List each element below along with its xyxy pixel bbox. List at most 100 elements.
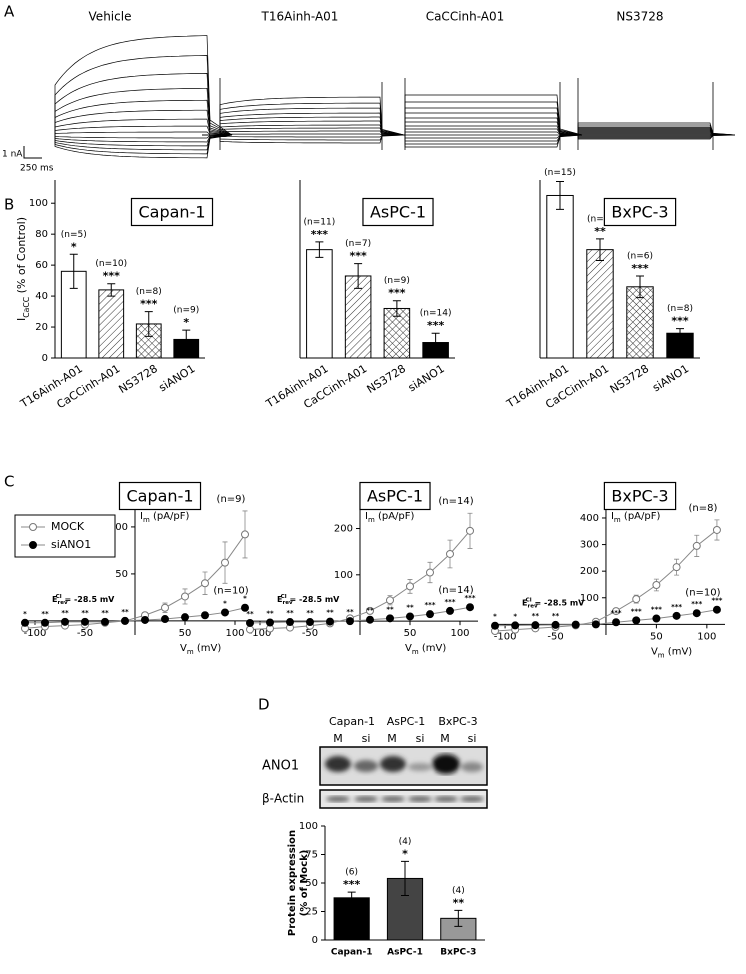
marker (141, 615, 149, 624)
marker (406, 612, 414, 621)
marker (591, 620, 600, 629)
y-axis-label-part: (pA/pF) (150, 511, 190, 522)
y-axis-label-part: (pA/pF) (621, 511, 661, 522)
y-tick-label: 100 (109, 522, 128, 533)
error-bar (144, 311, 153, 337)
significance: *** (343, 878, 361, 891)
marker (632, 616, 641, 625)
n-label: (n=9) (173, 306, 199, 316)
x-tick-label: NS3728 (365, 362, 409, 396)
significance: *** (103, 270, 121, 283)
y-tick-label: 200 (580, 566, 599, 577)
significance: * (243, 595, 247, 603)
y-axis-label-part: m (614, 516, 621, 524)
marker (161, 615, 169, 624)
current-trace (560, 128, 736, 136)
reversal-label-part: rev (282, 600, 293, 606)
marker (712, 605, 721, 614)
significance: * (183, 316, 189, 329)
marker (246, 618, 254, 627)
scale-bar (23, 146, 42, 159)
marker (612, 607, 621, 616)
significance: ** (101, 609, 109, 617)
n-label: (n=8) (688, 503, 717, 514)
n-label: (n=9) (217, 494, 246, 505)
current-trace (54, 134, 233, 159)
marker (201, 579, 209, 588)
marker (551, 620, 560, 629)
bar (586, 249, 614, 359)
marker (511, 621, 520, 630)
marker (266, 618, 274, 627)
marker (366, 606, 374, 615)
marker (386, 614, 394, 623)
current-trace (54, 118, 233, 136)
y-tick-label: 50 (305, 878, 318, 889)
current-trace (387, 125, 583, 136)
y-tick-label: 80 (35, 229, 48, 240)
error-bar (401, 860, 409, 897)
significance: *** (465, 594, 476, 602)
current-trace (560, 127, 736, 136)
x-tick-label: NS3728 (116, 362, 160, 396)
x-tick-label: -100 (249, 628, 272, 639)
n-label: (n=6) (627, 251, 653, 261)
x-tick-label: Capan-1 (331, 948, 373, 958)
x-tick-label: -50 (77, 628, 93, 639)
current-trace (202, 107, 405, 136)
significance: *** (671, 315, 689, 328)
significance: *** (445, 598, 456, 606)
significance: *** (611, 609, 622, 617)
y-tick-label: 25 (305, 907, 318, 918)
x-tick-label: -50 (547, 631, 563, 642)
y-axis-label-part: m (143, 516, 150, 524)
reversal-label-part: E (522, 598, 527, 607)
significance: *** (671, 603, 682, 611)
significance: * (23, 610, 27, 618)
significance: ** (406, 603, 414, 611)
marker (632, 595, 641, 604)
bar (98, 289, 125, 359)
marker (181, 592, 189, 601)
blot-lane: M (387, 732, 397, 745)
significance: ** (453, 896, 465, 909)
current-trace (54, 109, 233, 136)
current-trace (560, 124, 736, 136)
marker (61, 617, 69, 626)
y-axis-label-part: CaCC (22, 297, 31, 318)
error-bar (392, 300, 401, 317)
condition-label: CaCCinh-A01 (426, 10, 505, 24)
y-axis-label: Im (pA/pF) (140, 511, 190, 524)
error-bar (354, 263, 363, 289)
significance: *** (140, 298, 158, 311)
error-bar (596, 238, 604, 261)
y-axis-label-part: (pA/pF) (375, 511, 415, 522)
significance: * (402, 847, 408, 860)
significance: ** (366, 607, 374, 615)
y-tick-label: 100 (29, 198, 48, 209)
current-trace (560, 134, 736, 138)
x-tick-label: 50 (179, 628, 192, 639)
y-axis-label-part: I (140, 511, 143, 522)
y-tick-label: 300 (580, 540, 599, 551)
blot-protein: β-Actin (262, 792, 304, 806)
significance: *** (425, 601, 436, 609)
current-trace (387, 101, 583, 136)
y-tick-label: 200 (334, 524, 353, 535)
error-bar (431, 332, 440, 353)
blot-lane: si (362, 732, 371, 745)
y-axis-label: (% of Mock) (299, 850, 310, 917)
error-bar (69, 253, 78, 289)
x-axis-label-part: m (658, 651, 665, 659)
x-tick-label: T16Ainh-A01 (263, 362, 331, 411)
significance: ** (81, 609, 89, 617)
marker (672, 563, 681, 572)
current-trace (54, 134, 233, 143)
title-box (603, 197, 677, 227)
y-tick-label: 60 (35, 260, 48, 271)
reversal-label-part: Cl (56, 593, 62, 599)
current-trace (560, 134, 736, 139)
marker (531, 621, 540, 630)
current-trace (54, 99, 233, 136)
marker (286, 618, 294, 627)
